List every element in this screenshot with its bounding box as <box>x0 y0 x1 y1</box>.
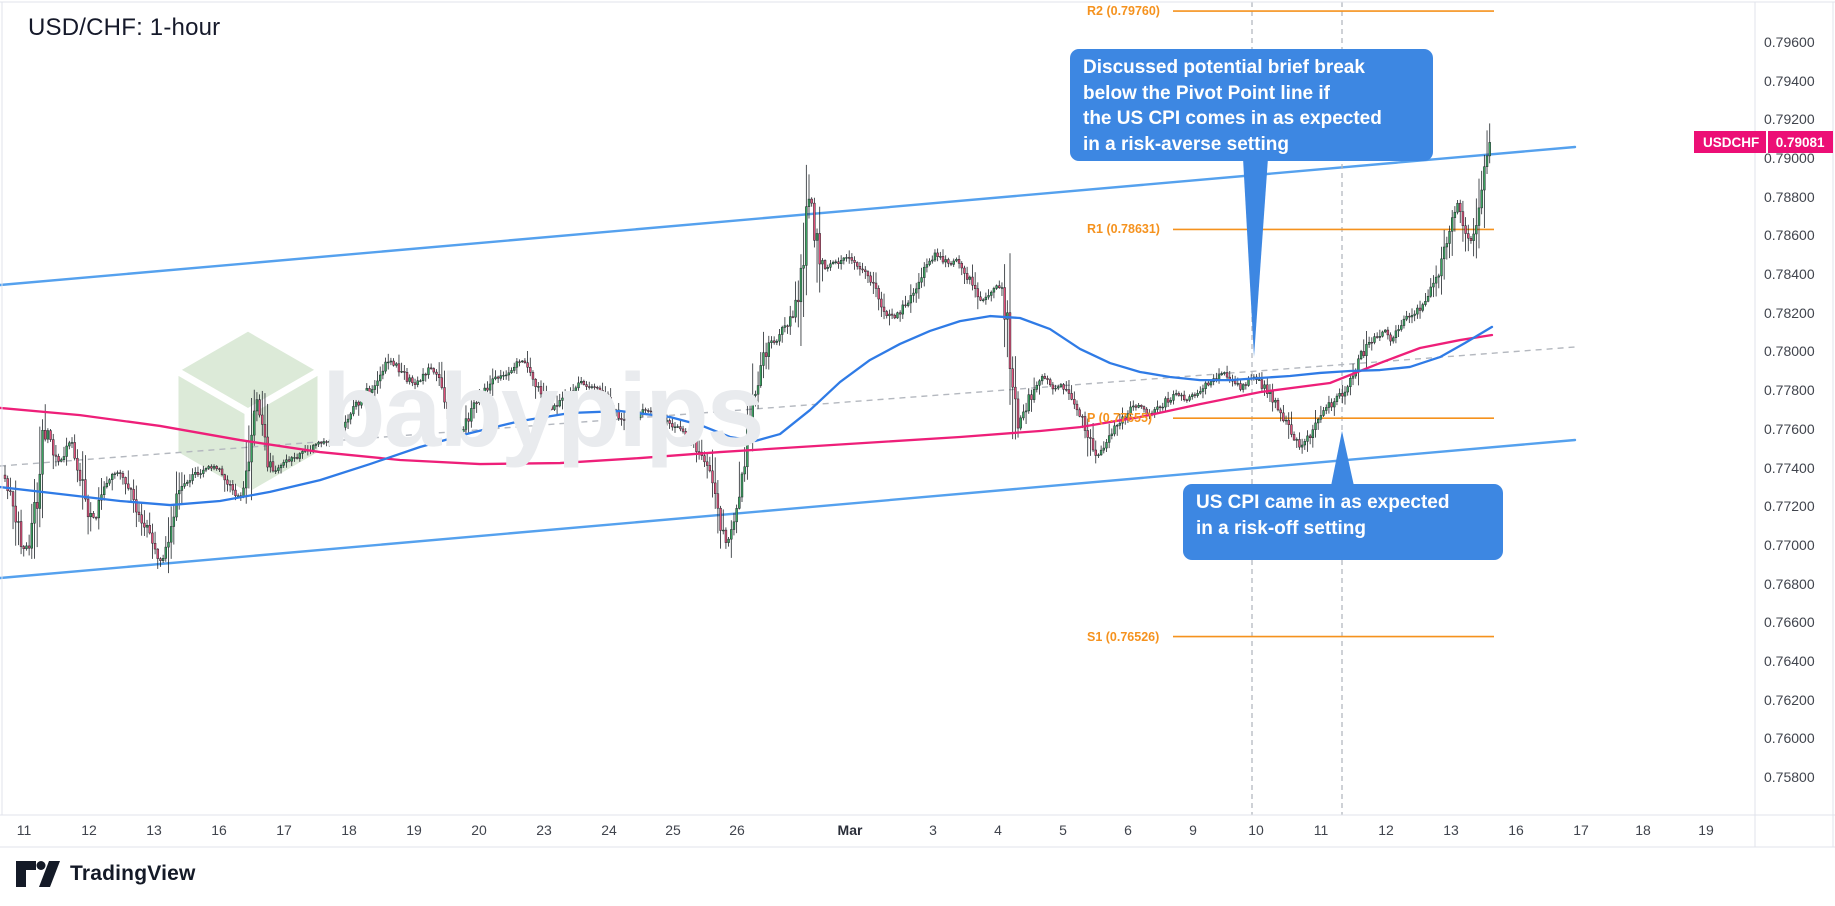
time-axis-label: 18 <box>1635 822 1651 838</box>
babypips-watermark-text: babypips <box>322 353 765 469</box>
symbol-badge: USDCHF <box>1694 131 1767 153</box>
price-axis-label: 0.77200 <box>1764 498 1815 515</box>
time-axis-label: 4 <box>994 822 1002 838</box>
price-axis-label: 0.77000 <box>1764 536 1815 553</box>
callout-text-line: US CPI came in as expected <box>1196 492 1450 513</box>
price-axis-label: 0.77800 <box>1764 382 1815 399</box>
pivot-label: P (0.77655) <box>1087 411 1153 426</box>
last-price-value: 0.79081 <box>1767 131 1833 153</box>
callout-text-line: Discussed potential brief break <box>1083 57 1365 78</box>
time-axis-label: 23 <box>536 822 552 838</box>
time-axis-label: 11 <box>1313 822 1329 838</box>
time-axis-label: 3 <box>929 822 937 838</box>
callout-risk-averse-pointer <box>1243 158 1268 357</box>
chart-title: USD/CHF: 1-hour <box>28 14 221 41</box>
time-axis-label: 17 <box>1573 822 1589 838</box>
time-axis-label: 19 <box>406 822 422 838</box>
chart-frame <box>0 1 1835 848</box>
callout-text-line: the US CPI comes in as expected <box>1083 108 1382 129</box>
tradingview-attribution[interactable]: TradingView <box>15 860 196 888</box>
pivot-label: R2 (0.79760) <box>1087 4 1160 19</box>
price-axis-label: 0.78000 <box>1764 343 1815 360</box>
tradingview-logo-text: TradingView <box>70 862 196 885</box>
time-axis-label: 17 <box>276 822 292 838</box>
time-axis-label: 12 <box>81 822 97 838</box>
callout-risk-off-pointer <box>1331 431 1354 486</box>
moving-average-fast-blue[interactable] <box>0 314 1494 507</box>
time-axis-label: 16 <box>1508 822 1524 838</box>
callout-text-line: below the Pivot Point line if <box>1083 82 1331 104</box>
pivot-label: R1 (0.78631) <box>1087 222 1160 237</box>
price-axis-label: 0.76400 <box>1764 652 1815 669</box>
time-axis-label: 25 <box>665 822 681 838</box>
last-price-tag: USDCHF 0.79081 <box>1694 131 1833 153</box>
time-axis-label: 20 <box>471 822 487 838</box>
price-axis-label: 0.79200 <box>1764 111 1815 128</box>
price-axis-label: 0.79600 <box>1764 34 1815 50</box>
time-axis-label: 18 <box>341 822 357 838</box>
time-axis-label: Mar <box>837 822 863 838</box>
callout-risk-off[interactable]: US CPI came in as expected in a risk-off … <box>1183 484 1503 560</box>
price-axis-label: 0.79400 <box>1764 72 1815 89</box>
moving-average-slow-pink[interactable] <box>0 333 1494 466</box>
tradingview-logo-icon <box>16 861 60 887</box>
time-axis-label: 16 <box>211 822 227 838</box>
price-axis-label: 0.78200 <box>1764 304 1815 321</box>
price-chart-canvas[interactable] <box>0 0 1835 848</box>
price-axis-label: 0.76000 <box>1764 730 1815 747</box>
pivot-lines[interactable] <box>1173 10 1494 638</box>
price-axis-label: 0.78400 <box>1764 266 1815 283</box>
price-axis-label: 0.78800 <box>1764 188 1815 205</box>
price-axis-label: 0.78600 <box>1764 227 1815 244</box>
price-axis-label: 0.76200 <box>1764 691 1815 708</box>
price-axis-label: 0.77400 <box>1764 459 1815 476</box>
price-axis-label: 0.75800 <box>1764 768 1815 785</box>
price-axis-label: 0.76800 <box>1764 575 1815 592</box>
time-axis-label: 13 <box>1443 822 1459 838</box>
time-axis-label: 6 <box>1124 822 1132 838</box>
pivot-label: S1 (0.76526) <box>1087 629 1160 644</box>
time-axis-label: 26 <box>729 822 745 838</box>
candlestick-series[interactable] <box>3 123 1491 574</box>
time-axis-label: 12 <box>1378 822 1394 838</box>
callout-text-line: in a risk-off setting <box>1196 517 1366 539</box>
time-axis-label: 11 <box>16 822 32 838</box>
time-axis-label: 13 <box>146 822 162 838</box>
time-axis-label: 9 <box>1189 822 1197 838</box>
callout-risk-averse[interactable]: Discussed potential brief break below the… <box>1070 49 1433 161</box>
price-axis-label: 0.76600 <box>1764 614 1815 631</box>
time-axis-label: 10 <box>1248 822 1264 838</box>
time-axis-label: 5 <box>1059 822 1067 838</box>
price-axis-label: 0.77600 <box>1764 420 1815 437</box>
time-axis-label: 19 <box>1698 822 1714 838</box>
callout-text-line: in a risk-averse setting <box>1083 133 1289 155</box>
price-axis-label: 0.79000 <box>1764 150 1815 167</box>
time-axis-label: 24 <box>601 822 617 838</box>
